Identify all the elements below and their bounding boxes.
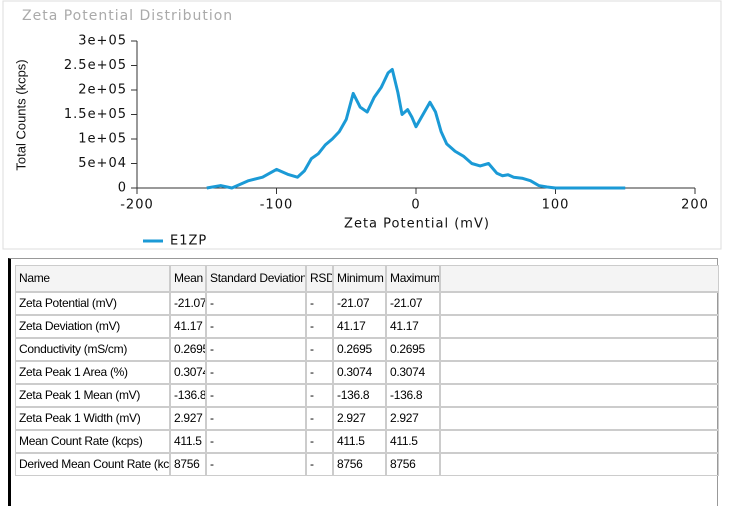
table-cell: 8756 — [170, 453, 206, 476]
table-cell: 8756 — [386, 453, 440, 476]
table-cell: -136.8 — [386, 384, 440, 407]
table-cell: 0.2695 — [386, 338, 440, 361]
table-row: Zeta Peak 1 Width (mV) 2.927- -2.927 2.927 — [15, 407, 719, 430]
header-cell: Name — [15, 265, 170, 292]
table-cell: - — [306, 453, 333, 476]
table-cell: Conductivity (mS/cm) — [15, 338, 170, 361]
chart-title: Zeta Potential Distribution — [22, 8, 233, 24]
x-tick-label: 200 — [681, 198, 709, 213]
table-cell: 0.3074 — [333, 361, 386, 384]
table-cell: 0.3074 — [170, 361, 206, 384]
table-cell: - — [306, 407, 333, 430]
header-row: Name Mean Standard Deviation RSD Minimum Maxi… — [15, 265, 719, 292]
table-cell: Zeta Peak 1 Mean (mV) — [15, 384, 170, 407]
table-cell: - — [306, 338, 333, 361]
table-cell: 2.927 — [386, 407, 440, 430]
table-row: Conductivity (mS/cm) 0.2695- -0.2695 0.2695 — [15, 338, 719, 361]
x-tick-label: 0 — [411, 198, 420, 213]
empty-cell — [440, 407, 719, 430]
table-cell: 0.2695 — [170, 338, 206, 361]
table-cell: 41.17 — [333, 315, 386, 338]
table-cell: - — [306, 315, 333, 338]
data-line — [206, 67, 626, 190]
empty-cell — [440, 338, 719, 361]
table-cell: 2.927 — [170, 407, 206, 430]
table-cell: - — [206, 292, 306, 315]
empty-cell — [440, 430, 719, 453]
chart-frame — [2, 0, 722, 250]
y-tick-label: 0 — [118, 181, 127, 196]
table-cell: - — [306, 361, 333, 384]
table-cell: -136.8 — [170, 384, 206, 407]
table-cell: - — [206, 407, 306, 430]
table-row: Derived Mean Count Rate (kcps) 8756- -8756… — [15, 453, 719, 476]
table-row: Zeta Deviation (mV) 41.17- -41.17 41.17 — [15, 315, 719, 338]
table-cell: - — [206, 453, 306, 476]
header-cell: Mean — [170, 265, 206, 292]
table-cell: - — [306, 292, 333, 315]
table-row: Zeta Peak 1 Area (%) 0.3074- -0.3074 0.3074 — [15, 361, 719, 384]
table-cell: -21.07 — [333, 292, 386, 315]
table-row: Zeta Potential (mV) -21.07- - -21.07 -21.07 — [15, 292, 719, 315]
table-cell: - — [306, 384, 333, 407]
y-tick-label: 5e+04 — [78, 156, 127, 171]
table-cell: -136.8 — [333, 384, 386, 407]
header-cell: Standard Deviation — [206, 265, 306, 292]
empty-cell — [440, 453, 719, 476]
empty-cell — [440, 292, 719, 315]
table-cell: 0.3074 — [386, 361, 440, 384]
table-cell: - — [206, 384, 306, 407]
empty-cell — [440, 265, 719, 292]
table-cell: - — [206, 338, 306, 361]
y-axis-label: Total Counts (kcps) — [13, 59, 28, 170]
table-cell: - — [206, 361, 306, 384]
table-cell: Derived Mean Count Rate (kcps) — [15, 453, 170, 476]
table-cell: 8756 — [333, 453, 386, 476]
table-row: Zeta Peak 1 Mean (mV) -136.8- - -136.8 -136.… — [15, 384, 719, 407]
table-cell: 2.927 — [333, 407, 386, 430]
empty-cell — [440, 361, 719, 384]
table-cell: Zeta Deviation (mV) — [15, 315, 170, 338]
table-cell: - — [206, 430, 306, 453]
header-cell: Maximum — [386, 265, 440, 292]
table-cell: - — [306, 430, 333, 453]
empty-cell — [440, 315, 719, 338]
y-tick-label: 3e+05 — [78, 34, 127, 49]
table-cell: 411.5 — [333, 430, 386, 453]
table-cell: - — [206, 315, 306, 338]
y-tick-label: 1e+05 — [78, 132, 127, 147]
y-tick-label: 1.5e+05 — [64, 107, 127, 122]
header-cell: RSD — [306, 265, 333, 292]
table-cell: 41.17 — [386, 315, 440, 338]
legend-label: E1ZP — [170, 234, 207, 249]
table-cell: 411.5 — [170, 430, 206, 453]
header-cell: Minimum — [333, 265, 386, 292]
table-cell: Zeta Peak 1 Area (%) — [15, 361, 170, 384]
table-row: Mean Count Rate (kcps) 411.5- -411.5 411.5 — [15, 430, 719, 453]
table-cell: 0.2695 — [333, 338, 386, 361]
x-tick-label: 100 — [542, 198, 570, 213]
table-cell: Mean Count Rate (kcps) — [15, 430, 170, 453]
results-table: Name Mean Standard Deviation RSD Minimum Maxi… — [8, 258, 719, 506]
table-cell: Zeta Peak 1 Width (mV) — [15, 407, 170, 430]
table-cell: Zeta Potential (mV) — [15, 292, 170, 315]
table-cell: 411.5 — [386, 430, 440, 453]
x-axis-label: Zeta Potential (mV) — [344, 217, 490, 232]
empty-cell — [440, 384, 719, 407]
chart: Zeta Potential Distribution Zeta Potenti… — [2, 0, 722, 250]
y-tick-label: 2e+05 — [78, 83, 127, 98]
table-cell: 41.17 — [170, 315, 206, 338]
x-tick-label: -100 — [260, 198, 294, 213]
x-tick-label: -200 — [120, 198, 154, 213]
table-cell: -21.07 — [170, 292, 206, 315]
y-tick-label: 2.5e+05 — [64, 58, 127, 73]
table-cell: -21.07 — [386, 292, 440, 315]
